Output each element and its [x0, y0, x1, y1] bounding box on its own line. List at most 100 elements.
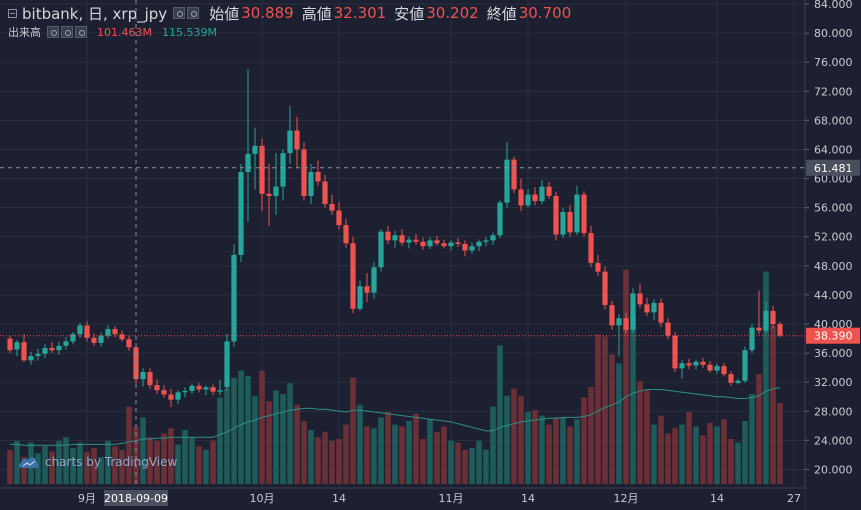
- candle-body: [756, 327, 762, 331]
- volume-bar: [777, 403, 783, 484]
- candle-body: [553, 196, 559, 235]
- candle-body: [266, 193, 272, 196]
- price-tick-label: 56.000: [814, 202, 853, 215]
- candle-body: [567, 212, 573, 233]
- candle: [770, 305, 776, 329]
- candle: [483, 236, 489, 247]
- close-label: 終値: [486, 4, 517, 23]
- candle-body: [420, 241, 426, 247]
- open-label: 始値: [209, 4, 240, 23]
- volume-bar: [763, 271, 769, 484]
- candle-body: [679, 363, 685, 369]
- close-icon[interactable]: [75, 26, 87, 38]
- volume-bar: [70, 448, 76, 484]
- candle: [63, 337, 69, 350]
- candle-body: [413, 239, 419, 242]
- candle: [756, 290, 762, 335]
- tradingview-watermark[interactable]: charts by TradingView: [18, 455, 177, 469]
- candle-body: [378, 231, 384, 268]
- volume-bar: [581, 397, 587, 484]
- volume-bar: [273, 390, 279, 484]
- volume-bar: [49, 451, 55, 484]
- candle: [266, 164, 272, 226]
- crosshair-date-label: 2018-09-09: [104, 492, 168, 505]
- candle-body: [658, 302, 664, 323]
- volume-bar: [560, 417, 566, 484]
- candle: [455, 238, 461, 247]
- candle: [763, 302, 769, 333]
- candle: [70, 332, 76, 345]
- volume-bar: [756, 374, 762, 484]
- candle: [14, 340, 20, 356]
- candle: [168, 388, 174, 407]
- volume-bar: [427, 419, 433, 484]
- candle-body: [70, 334, 76, 342]
- candle: [658, 298, 664, 327]
- candle: [42, 344, 48, 359]
- candle: [749, 324, 755, 354]
- candle: [329, 194, 335, 215]
- time-tick-label: 14: [521, 492, 535, 505]
- volume-bar: [91, 448, 97, 484]
- high-value: 32.301: [333, 4, 387, 22]
- volume-bar: [595, 334, 601, 484]
- volume-bar: [511, 388, 517, 484]
- volume-bar: [280, 394, 286, 484]
- candle: [644, 297, 650, 316]
- candle: [280, 149, 286, 201]
- volume-bar: [168, 428, 174, 484]
- volume-bar: [294, 404, 300, 484]
- candle: [161, 385, 167, 398]
- volume-bar: [644, 390, 650, 484]
- volume-bar: [714, 426, 720, 484]
- candle: [56, 341, 62, 355]
- price-tick-label: 72.000: [814, 85, 853, 98]
- volume-bar: [245, 376, 251, 484]
- candle-body: [56, 345, 62, 351]
- volume-bar: [315, 437, 321, 484]
- volume-bar: [735, 442, 741, 484]
- settings-icon[interactable]: [187, 7, 200, 19]
- volume-bar: [357, 404, 363, 484]
- candle-body: [238, 172, 244, 255]
- candle-body: [462, 244, 468, 251]
- candle-body: [126, 339, 132, 348]
- candle-body: [560, 212, 566, 235]
- visibility-icon[interactable]: [173, 7, 186, 19]
- volume-bar: [175, 444, 181, 484]
- candle: [553, 191, 559, 241]
- candle: [567, 204, 573, 237]
- candle: [336, 201, 342, 230]
- visibility-icon[interactable]: [47, 26, 59, 38]
- volume-bar: [630, 316, 636, 484]
- open-value: 30.889: [241, 4, 294, 22]
- volume-bar: [252, 395, 258, 484]
- candle: [147, 368, 153, 389]
- volume-bar: [434, 431, 440, 484]
- collapse-legend-icon[interactable]: [8, 8, 17, 18]
- candle: [714, 363, 720, 375]
- volume-bar: [448, 440, 454, 484]
- last-price-label: 38.390: [814, 330, 853, 343]
- volume-bar: [322, 431, 328, 484]
- last-price-label-bg: [806, 327, 860, 344]
- candle-body: [112, 329, 118, 335]
- candle-body: [595, 262, 601, 272]
- settings-icon[interactable]: [61, 26, 73, 38]
- candle-body: [700, 361, 706, 365]
- volume-bar: [210, 440, 216, 484]
- volume-bar: [525, 412, 531, 484]
- candle: [665, 318, 671, 340]
- candle: [343, 218, 349, 248]
- volume-label[interactable]: 出来高: [8, 26, 41, 39]
- candle-body: [672, 335, 678, 369]
- volume-ma-value: 115.539M: [161, 25, 217, 39]
- time-tick-label: 27: [787, 492, 801, 505]
- candle-body: [203, 387, 209, 390]
- price-tick-label: 64.000: [814, 143, 853, 156]
- candle-body: [231, 254, 237, 342]
- symbol-name[interactable]: bitbank, 日, xrp_jpy: [22, 4, 168, 23]
- volume-bar: [21, 457, 27, 484]
